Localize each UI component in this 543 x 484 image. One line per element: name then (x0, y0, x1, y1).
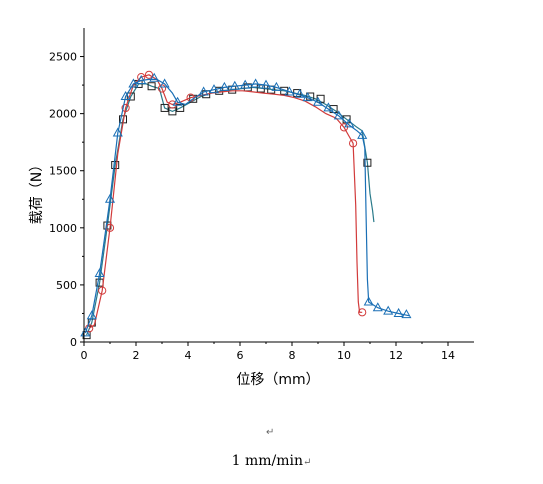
triangle-marker (159, 78, 170, 88)
circle-marker (349, 139, 358, 148)
triangle-marker (250, 78, 261, 88)
circle-marker (144, 70, 154, 79)
square-marker (176, 103, 185, 112)
load-displacement-chart: 0 2 4 6 8 10 12 14 0 500 1000 1500 2000 2500 位移（mm） 载… (29, 28, 474, 388)
triangle-marker (172, 96, 183, 106)
circle-marker (98, 286, 107, 295)
triangle-marker (302, 92, 313, 102)
axes: 0 2 4 6 8 10 12 14 0 500 1000 1500 2000 2500 (49, 28, 474, 362)
square-marker (363, 158, 372, 167)
x-tick-label: 2 (133, 349, 140, 362)
triangle-marker (323, 102, 334, 112)
triangle-marker (284, 86, 295, 96)
triangle-marker (240, 79, 251, 89)
triangle-marker (198, 86, 209, 96)
triangle-marker (94, 267, 105, 277)
y-tick-label: 2000 (49, 108, 77, 121)
circle-marker (168, 100, 177, 109)
triangle-marker (372, 302, 383, 312)
y-tick-label: 0 (70, 336, 77, 349)
series-line-triangle (84, 78, 410, 334)
square-marker (111, 161, 120, 170)
x-tick-label: 14 (441, 349, 455, 362)
x-tick-label: 4 (185, 349, 192, 362)
square-marker (160, 103, 169, 112)
square-marker (202, 90, 211, 99)
triangle-marker (294, 88, 305, 98)
y-tick-label: 1000 (49, 222, 77, 235)
y-tick-label: 500 (56, 279, 77, 292)
triangle-marker (149, 72, 160, 82)
x-tick-label: 10 (337, 349, 351, 362)
x-tick-label: 8 (289, 349, 296, 362)
triangle-marker (80, 327, 91, 337)
square-marker (306, 92, 315, 101)
circle-marker (121, 103, 130, 113)
plot-area (80, 70, 412, 340)
x-tick-label: 6 (237, 349, 244, 362)
y-tick-label: 2500 (49, 51, 77, 64)
triangle-marker (104, 193, 116, 203)
chart-caption: 1 mm/min↵ (0, 453, 543, 469)
triangle-marker (260, 79, 272, 89)
triangle-marker (312, 96, 324, 106)
triangle-marker (112, 127, 123, 137)
circle-marker (358, 308, 367, 317)
triangle-marker (120, 90, 131, 101)
caption-paragraph-mark: ↵ (303, 457, 312, 468)
caption-text: 1 mm/min (231, 453, 303, 469)
triangle-marker (208, 84, 220, 94)
triangle-marker (128, 78, 139, 88)
triangle-marker (344, 118, 355, 128)
x-tick-label: 0 (81, 349, 88, 362)
triangle-marker (333, 110, 344, 120)
triangle-marker (383, 305, 394, 315)
triangle-marker (271, 81, 282, 91)
x-axis-title: 位移（mm） (236, 372, 319, 388)
series-line-circle (88, 74, 363, 329)
paragraph-mark: ↵ (266, 427, 275, 438)
triangle-marker (229, 80, 240, 90)
x-tick-label: 12 (389, 349, 403, 362)
triangle-marker (219, 81, 230, 91)
triangle-marker (136, 75, 147, 85)
square-marker (147, 82, 156, 91)
triangle-marker (86, 310, 97, 320)
y-axis-title: 载荷（N） (29, 158, 45, 224)
y-tick-label: 1500 (49, 165, 77, 178)
triangle-marker (401, 309, 412, 319)
triangle-marker (363, 296, 374, 306)
triangle-marker (393, 307, 404, 317)
series-line-square (86, 83, 375, 336)
triangle-marker (357, 129, 368, 139)
